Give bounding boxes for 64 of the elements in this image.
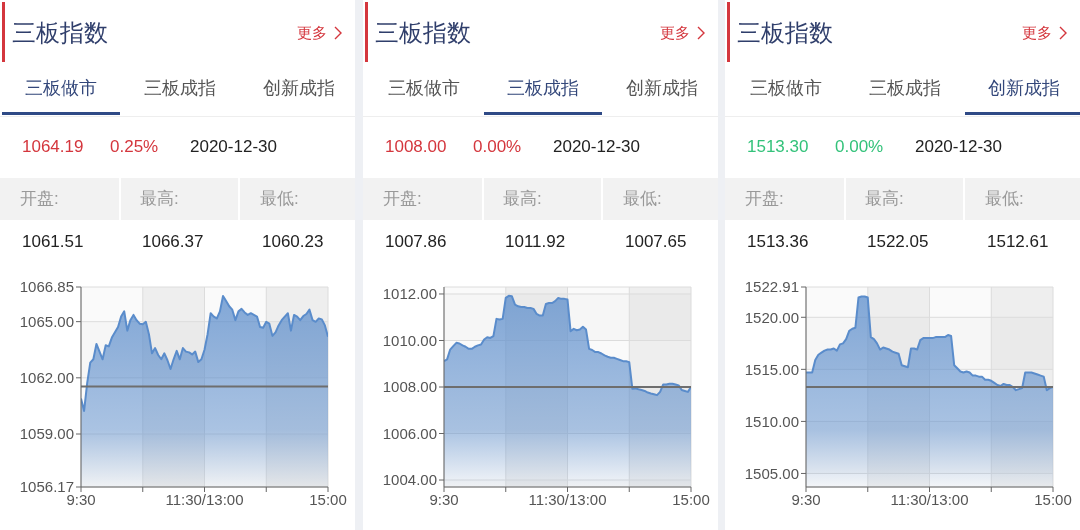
text: 1060.23	[262, 231, 324, 253]
chart-title: 三板指数	[737, 18, 833, 48]
text: 最低:	[260, 188, 299, 210]
text: 1513.30	[747, 136, 809, 158]
x-tick-label: 11:30/13:00	[528, 490, 607, 508]
text: 1007.86	[385, 231, 447, 253]
text: 2020-12-30	[915, 136, 1002, 158]
text: 2020-12-30	[190, 136, 277, 158]
text: 三板做市	[749, 78, 823, 100]
text: 0.00%	[473, 136, 522, 158]
x-tick-label: 15:00	[309, 490, 347, 508]
text: 更多	[1022, 24, 1052, 42]
y-tick-label: 1520.00	[744, 308, 799, 326]
text: 三板做市	[24, 78, 98, 100]
y-tick-label: 1056.17	[19, 478, 74, 496]
text: 最低:	[985, 188, 1024, 210]
text: 开盘:	[20, 188, 59, 210]
text: 最高:	[503, 188, 542, 210]
y-tick-label: 1505.00	[744, 464, 799, 482]
text: 2020-12-30	[553, 136, 640, 158]
text: 1011.92	[505, 231, 566, 253]
text: 最高:	[865, 188, 904, 210]
text: 三板成指	[143, 78, 217, 100]
x-tick-label: 15:00	[1034, 490, 1072, 508]
text: 1522.05	[867, 231, 929, 253]
y-tick-label: 1012.00	[382, 285, 437, 303]
y-tick-label: 1065.00	[19, 312, 74, 330]
text: 0.00%	[835, 136, 884, 158]
text: 三板成指	[868, 78, 942, 100]
text: 开盘:	[383, 188, 422, 210]
y-tick-label: 1510.00	[744, 412, 799, 430]
y-tick-label: 1515.00	[744, 360, 799, 378]
text: 创新成指	[262, 78, 336, 100]
x-tick-label: 9:30	[791, 490, 821, 508]
y-tick-label: 1010.00	[382, 331, 437, 349]
y-tick-label: 1059.00	[19, 425, 74, 443]
x-tick-label: 15:00	[672, 490, 710, 508]
y-tick-label: 1004.00	[382, 471, 437, 489]
text: 最高:	[140, 188, 179, 210]
y-tick-label: 1006.00	[382, 424, 437, 442]
x-tick-label: 9:30	[429, 490, 459, 508]
text: 更多	[660, 24, 690, 42]
text: 1007.65	[625, 231, 687, 253]
text: 开盘:	[745, 188, 784, 210]
text: 三板成指	[506, 78, 580, 100]
text: 更多	[297, 24, 327, 42]
text: 1513.36	[747, 231, 809, 253]
y-tick-label: 1522.91	[744, 278, 799, 296]
text: 最低:	[623, 188, 662, 210]
y-tick-label: 1008.00	[382, 378, 437, 396]
text: 创新成指	[987, 78, 1061, 100]
text: 1512.61	[987, 231, 1049, 253]
text: 0.25%	[110, 136, 159, 158]
x-tick-label: 11:30/13:00	[165, 490, 244, 508]
y-tick-label: 1062.00	[19, 369, 74, 387]
text: 1066.37	[142, 231, 204, 253]
chart-title: 三板指数	[375, 18, 471, 48]
x-tick-label: 11:30/13:00	[890, 490, 969, 508]
chart-title: 三板指数	[12, 18, 108, 48]
text: 1064.19	[22, 136, 84, 158]
y-tick-label: 1066.85	[19, 278, 74, 296]
text: 创新成指	[625, 78, 699, 100]
text: 三板做市	[387, 78, 461, 100]
text: 1061.51	[22, 231, 84, 253]
